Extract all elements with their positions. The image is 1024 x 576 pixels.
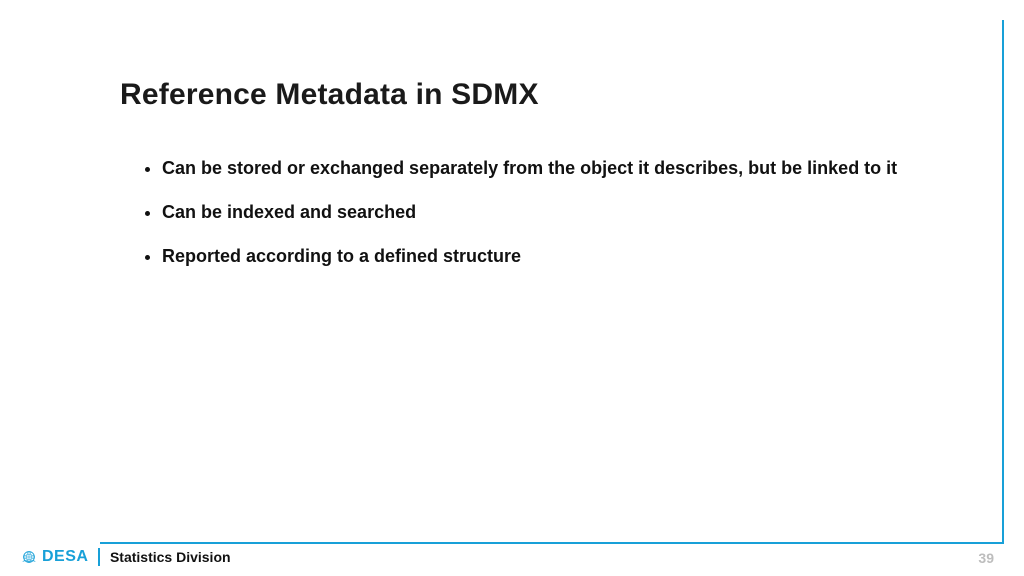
page-number: 39: [978, 550, 994, 566]
bottom-border-line: [100, 542, 1004, 544]
footer-divider: [98, 548, 100, 566]
division-label: Statistics Division: [110, 549, 231, 565]
footer: DESA Statistics Division: [20, 546, 1004, 568]
bullet-list: Can be stored or exchanged separately fr…: [140, 155, 934, 287]
slide-title: Reference Metadata in SDMX: [120, 78, 539, 112]
bullet-item: Reported according to a defined structur…: [162, 243, 934, 269]
bullet-item: Can be stored or exchanged separately fr…: [162, 155, 934, 181]
org-acronym: DESA: [42, 548, 88, 566]
slide: Reference Metadata in SDMX Can be stored…: [0, 0, 1024, 576]
right-border-line: [1002, 20, 1004, 544]
bullet-item: Can be indexed and searched: [162, 199, 934, 225]
un-emblem-icon: [20, 548, 38, 566]
